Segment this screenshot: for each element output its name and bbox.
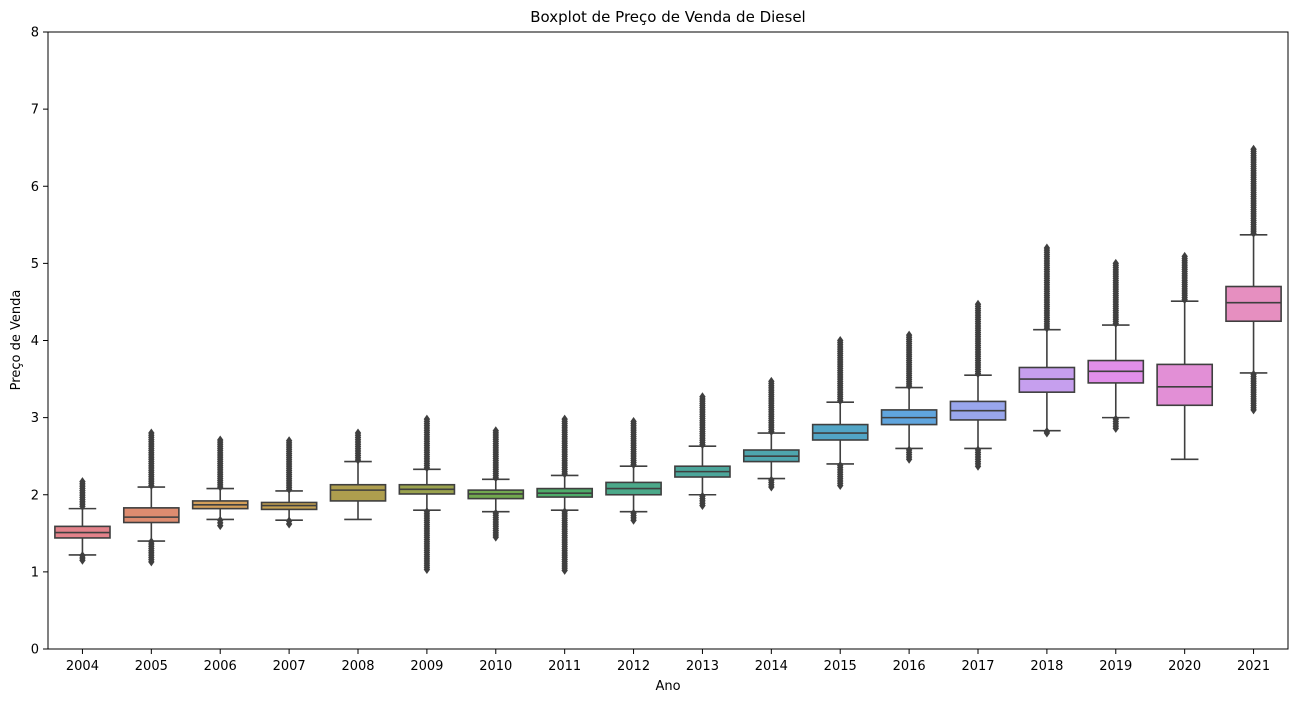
box-2020	[1156, 251, 1214, 461]
flier-point	[1250, 144, 1257, 154]
box-2004	[54, 477, 111, 565]
flier-point	[1250, 369, 1257, 379]
flier-point	[217, 515, 224, 525]
box-body	[329, 483, 387, 502]
x-tick-label: 2006	[204, 659, 237, 674]
box-2010	[467, 426, 525, 542]
y-tick-label: 0	[31, 643, 39, 658]
flier-point	[630, 416, 637, 426]
x-tick-label: 2012	[617, 659, 650, 674]
y-axis-label: Preço de Venda	[9, 290, 24, 391]
box-2016	[880, 330, 938, 464]
box-2021	[1225, 144, 1282, 415]
box-body	[122, 507, 180, 524]
flier-point	[1043, 427, 1051, 437]
x-tick-label: 2008	[341, 659, 374, 674]
x-tick-label: 2019	[1099, 659, 1132, 674]
flier-point	[905, 330, 913, 340]
flier-point	[561, 507, 568, 517]
box-2015	[811, 336, 869, 490]
y-tick-label: 2	[31, 488, 39, 503]
x-tick-label: 2014	[755, 659, 788, 674]
box-2017	[949, 299, 1007, 471]
x-tick-label: 2021	[1237, 659, 1270, 674]
box-2007	[260, 436, 318, 529]
flier-point	[837, 460, 844, 470]
flier-point	[1112, 414, 1119, 424]
x-tick-label: 2013	[686, 659, 719, 674]
flier-point	[768, 376, 775, 386]
flier-point	[1112, 258, 1119, 268]
flier-point	[561, 414, 568, 424]
y-tick-label: 1	[31, 565, 39, 580]
box-2012	[605, 416, 662, 525]
chart-title: Boxplot de Preço de Venda de Diesel	[530, 8, 805, 26]
flier-point	[837, 336, 844, 345]
flier-point	[354, 428, 362, 438]
x-tick-label: 2018	[1030, 659, 1063, 674]
x-tick-label: 2011	[548, 659, 581, 674]
x-tick-label: 2010	[479, 659, 512, 674]
plot-frame	[47, 31, 1289, 650]
flier-point	[492, 426, 499, 436]
box-2018	[1018, 243, 1076, 438]
flier-point	[974, 445, 982, 455]
box-2005	[122, 428, 180, 567]
y-tick-label: 6	[31, 180, 39, 195]
flier-point	[79, 477, 86, 487]
flier-point	[1043, 243, 1051, 253]
box-body	[1225, 285, 1282, 323]
x-tick-label: 2020	[1168, 659, 1201, 674]
box-2013	[674, 392, 731, 511]
y-tick-label: 8	[31, 26, 39, 41]
box-2008	[329, 428, 387, 521]
flier-point	[630, 508, 637, 518]
flier-point	[285, 516, 293, 526]
x-tick-label: 2004	[66, 659, 99, 674]
x-tick-label: 2015	[824, 659, 857, 674]
flier-point	[492, 508, 499, 518]
flier-point	[148, 428, 155, 438]
flier-point	[217, 435, 224, 445]
flier-point	[423, 507, 431, 517]
y-tick-label: 5	[31, 257, 39, 272]
x-tick-label: 2016	[893, 659, 926, 674]
box-2014	[742, 376, 800, 492]
y-tick-label: 3	[31, 411, 39, 426]
box-2011	[536, 414, 594, 575]
y-tick-label: 7	[31, 103, 39, 118]
flier-point	[285, 436, 293, 446]
box-body	[1156, 363, 1214, 407]
flier-point	[974, 299, 982, 309]
flier-point	[699, 491, 706, 501]
flier-point	[79, 551, 86, 561]
x-tick-label: 2005	[135, 659, 168, 674]
x-axis-label: Ano	[655, 679, 680, 694]
y-tick-label: 4	[31, 334, 39, 349]
box-2009	[398, 414, 456, 575]
flier-point	[699, 392, 706, 402]
x-tick-label: 2017	[961, 659, 994, 674]
x-tick-label: 2007	[273, 659, 306, 674]
box-2006	[191, 435, 249, 531]
plot-area	[54, 144, 1282, 575]
flier-point	[768, 475, 775, 485]
flier-point	[148, 537, 155, 547]
x-tick-label: 2009	[410, 659, 443, 674]
flier-point	[905, 445, 913, 455]
flier-point	[1181, 251, 1188, 261]
box-2019	[1087, 258, 1145, 433]
flier-point	[423, 414, 431, 424]
